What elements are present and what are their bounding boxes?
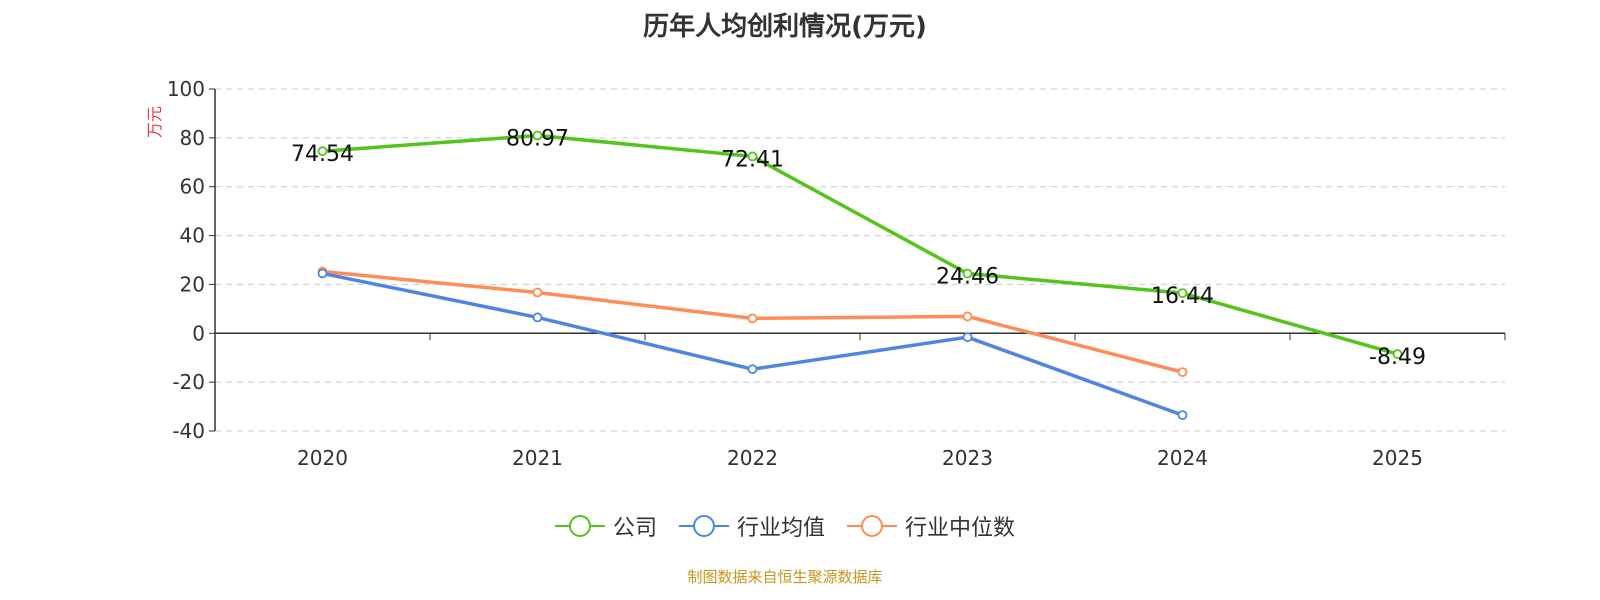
legend-item[interactable]: 行业均值 xyxy=(678,510,825,542)
y-axis-label: 万元 xyxy=(145,106,164,138)
legend-label: 公司 xyxy=(612,516,657,541)
data-point xyxy=(1177,288,1188,299)
legend-marker-icon xyxy=(847,515,897,537)
data-label: 24.46 xyxy=(936,265,999,290)
x-tick-label: 2020 xyxy=(297,446,348,470)
y-tick-label: 100 xyxy=(167,77,205,101)
data-point xyxy=(532,130,543,141)
data-label: -8.49 xyxy=(1369,345,1426,370)
legend-item[interactable]: 公司 xyxy=(554,510,657,542)
y-tick-label: 0 xyxy=(192,321,205,345)
data-point xyxy=(747,151,758,162)
legend-label: 行业中位数 xyxy=(905,516,1016,541)
y-tick-label: 80 xyxy=(180,126,205,150)
y-tick-label: -20 xyxy=(172,370,205,394)
x-tick-label: 2025 xyxy=(1372,446,1423,470)
data-point xyxy=(1392,349,1403,359)
source-note: 制图数据来自恒生聚源数据库 xyxy=(687,568,883,586)
y-tick-label: 40 xyxy=(180,224,205,248)
data-label: 74.54 xyxy=(291,142,354,167)
x-tick-label: 2023 xyxy=(942,446,993,470)
data-point xyxy=(962,332,973,343)
data-point xyxy=(532,312,543,323)
data-point xyxy=(962,268,973,279)
y-tick-label: 60 xyxy=(180,175,205,199)
data-point xyxy=(317,268,328,279)
legend-marker-icon xyxy=(678,515,729,537)
series-line xyxy=(322,271,1184,417)
data-point xyxy=(747,364,758,375)
data-label: 16.44 xyxy=(1151,284,1214,309)
y-tick-label: -40 xyxy=(172,419,205,443)
data-point xyxy=(1177,367,1188,378)
data-point xyxy=(747,313,758,324)
data-label: 80.97 xyxy=(506,126,569,151)
legend: 公司 行业均值 行业中位数 xyxy=(0,510,1570,542)
data-point xyxy=(317,146,328,157)
y-tick-label: 20 xyxy=(180,272,205,296)
x-tick-label: 2021 xyxy=(512,446,563,470)
legend-item[interactable]: 行业中位数 xyxy=(847,510,1015,542)
x-tick-label: 2024 xyxy=(1157,446,1208,470)
data-point xyxy=(962,311,973,322)
data-point xyxy=(532,287,543,298)
legend-label: 行业均值 xyxy=(736,516,825,541)
series-line xyxy=(322,133,1398,356)
data-label: 72.41 xyxy=(721,147,784,172)
chart-title: 历年人均创利情况(万元) xyxy=(643,12,927,42)
x-tick-label: 2022 xyxy=(727,446,778,470)
data-point xyxy=(1177,410,1188,421)
legend-marker-icon xyxy=(554,515,605,537)
